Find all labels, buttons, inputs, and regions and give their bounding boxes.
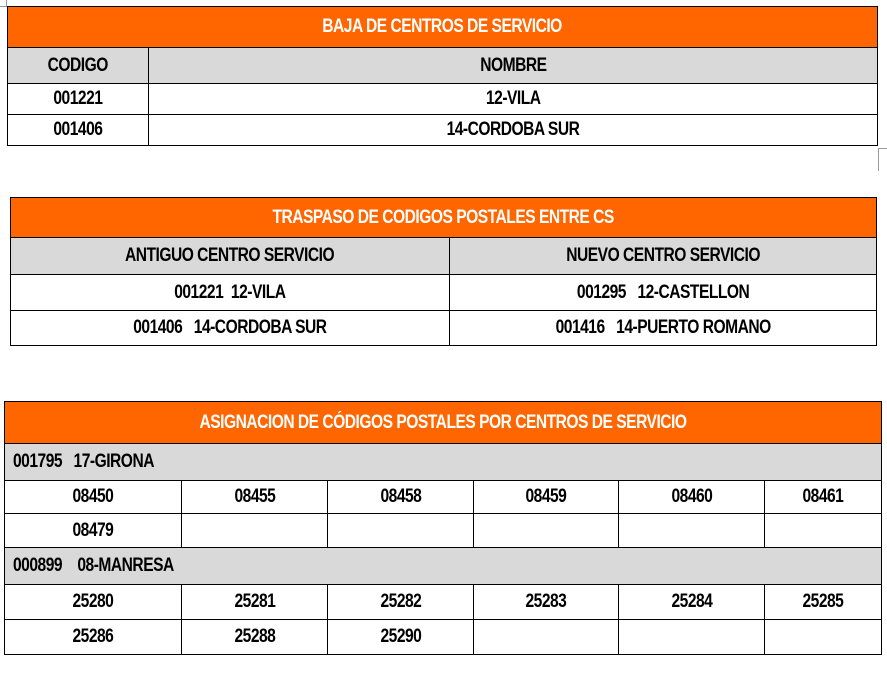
postal-code-cell: 08458 <box>327 480 474 514</box>
postal-code-cell <box>618 513 765 548</box>
table-row: 001221 12-VILA <box>7 83 879 115</box>
table-row: 08479 <box>4 513 883 548</box>
postal-code-cell: 25288 <box>181 619 328 655</box>
group-label: 000899 08-MANRESA <box>3 547 883 585</box>
postal-code-cell: 08479 <box>4 513 182 548</box>
traspaso-cell: 001295 12-CASTELLON <box>448 274 878 311</box>
postal-code-cell: 08450 <box>4 480 182 514</box>
traspaso-title: TRASPASO DE CODIGOS POSTALES ENTRE CS <box>9 197 878 238</box>
baja-header-nombre: NOMBRE <box>147 47 879 84</box>
postal-code-cell: 08460 <box>618 480 765 514</box>
baja-cell: 001406 <box>7 114 149 146</box>
traspaso-cell: 001221 12-VILA <box>10 274 450 311</box>
postal-code-cell <box>181 513 328 548</box>
baja-header-codigo: CODIGO <box>7 47 149 84</box>
postal-code-cell: 25285 <box>763 584 883 620</box>
table-row: 001406 14-CORDOBA SUR 001416 14-PUERTO R… <box>10 310 878 346</box>
postal-code-cell <box>473 619 619 655</box>
traspaso-cell: 001416 14-PUERTO ROMANO <box>448 310 878 346</box>
asignacion-title: ASIGNACION DE CÓDIGOS POSTALES POR CENTR… <box>3 401 883 444</box>
traspaso-cell: 001406 14-CORDOBA SUR <box>10 310 450 346</box>
baja-cell: 12-VILA <box>147 83 879 115</box>
table-row: 08450 08455 08458 08459 08460 08461 <box>4 480 883 514</box>
traspaso-header-nuevo: NUEVO CENTRO SERVICIO <box>448 237 878 275</box>
page-corner-mark <box>0 0 7 7</box>
postal-code-cell: 25281 <box>181 584 328 620</box>
table-row: 001406 14-CORDOBA SUR <box>7 114 879 146</box>
postal-code-cell <box>473 513 619 548</box>
postal-code-cell <box>327 513 474 548</box>
postal-code-cell <box>763 619 883 655</box>
group-label: 001795 17-GIRONA <box>3 443 883 481</box>
postal-code-cell: 08459 <box>473 480 619 514</box>
table-row: 25286 25288 25290 <box>4 619 883 655</box>
postal-code-cell: 25290 <box>327 619 474 655</box>
postal-code-cell: 08455 <box>181 480 328 514</box>
postal-code-cell: 08461 <box>763 480 883 514</box>
postal-code-cell: 25283 <box>473 584 619 620</box>
baja-table: BAJA DE CENTROS DE SERVICIO CODIGO NOMBR… <box>6 6 879 146</box>
baja-cell: 001221 <box>7 83 149 115</box>
table-row: 001221 12-VILA 001295 12-CASTELLON <box>10 274 878 311</box>
asignacion-table: ASIGNACION DE CÓDIGOS POSTALES POR CENTR… <box>3 401 883 655</box>
page-corner-mark <box>878 148 887 171</box>
postal-code-cell: 25280 <box>4 584 182 620</box>
postal-code-cell: 25284 <box>618 584 765 620</box>
traspaso-table: TRASPASO DE CODIGOS POSTALES ENTRE CS AN… <box>9 197 878 346</box>
postal-code-cell: 25286 <box>4 619 182 655</box>
postal-code-cell <box>763 513 883 548</box>
postal-code-cell <box>618 619 765 655</box>
baja-title: BAJA DE CENTROS DE SERVICIO <box>6 6 879 48</box>
table-row: 25280 25281 25282 25283 25284 25285 <box>4 584 883 620</box>
postal-code-cell: 25282 <box>327 584 474 620</box>
traspaso-header-antiguo: ANTIGUO CENTRO SERVICIO <box>10 237 450 275</box>
baja-cell: 14-CORDOBA SUR <box>147 114 879 146</box>
